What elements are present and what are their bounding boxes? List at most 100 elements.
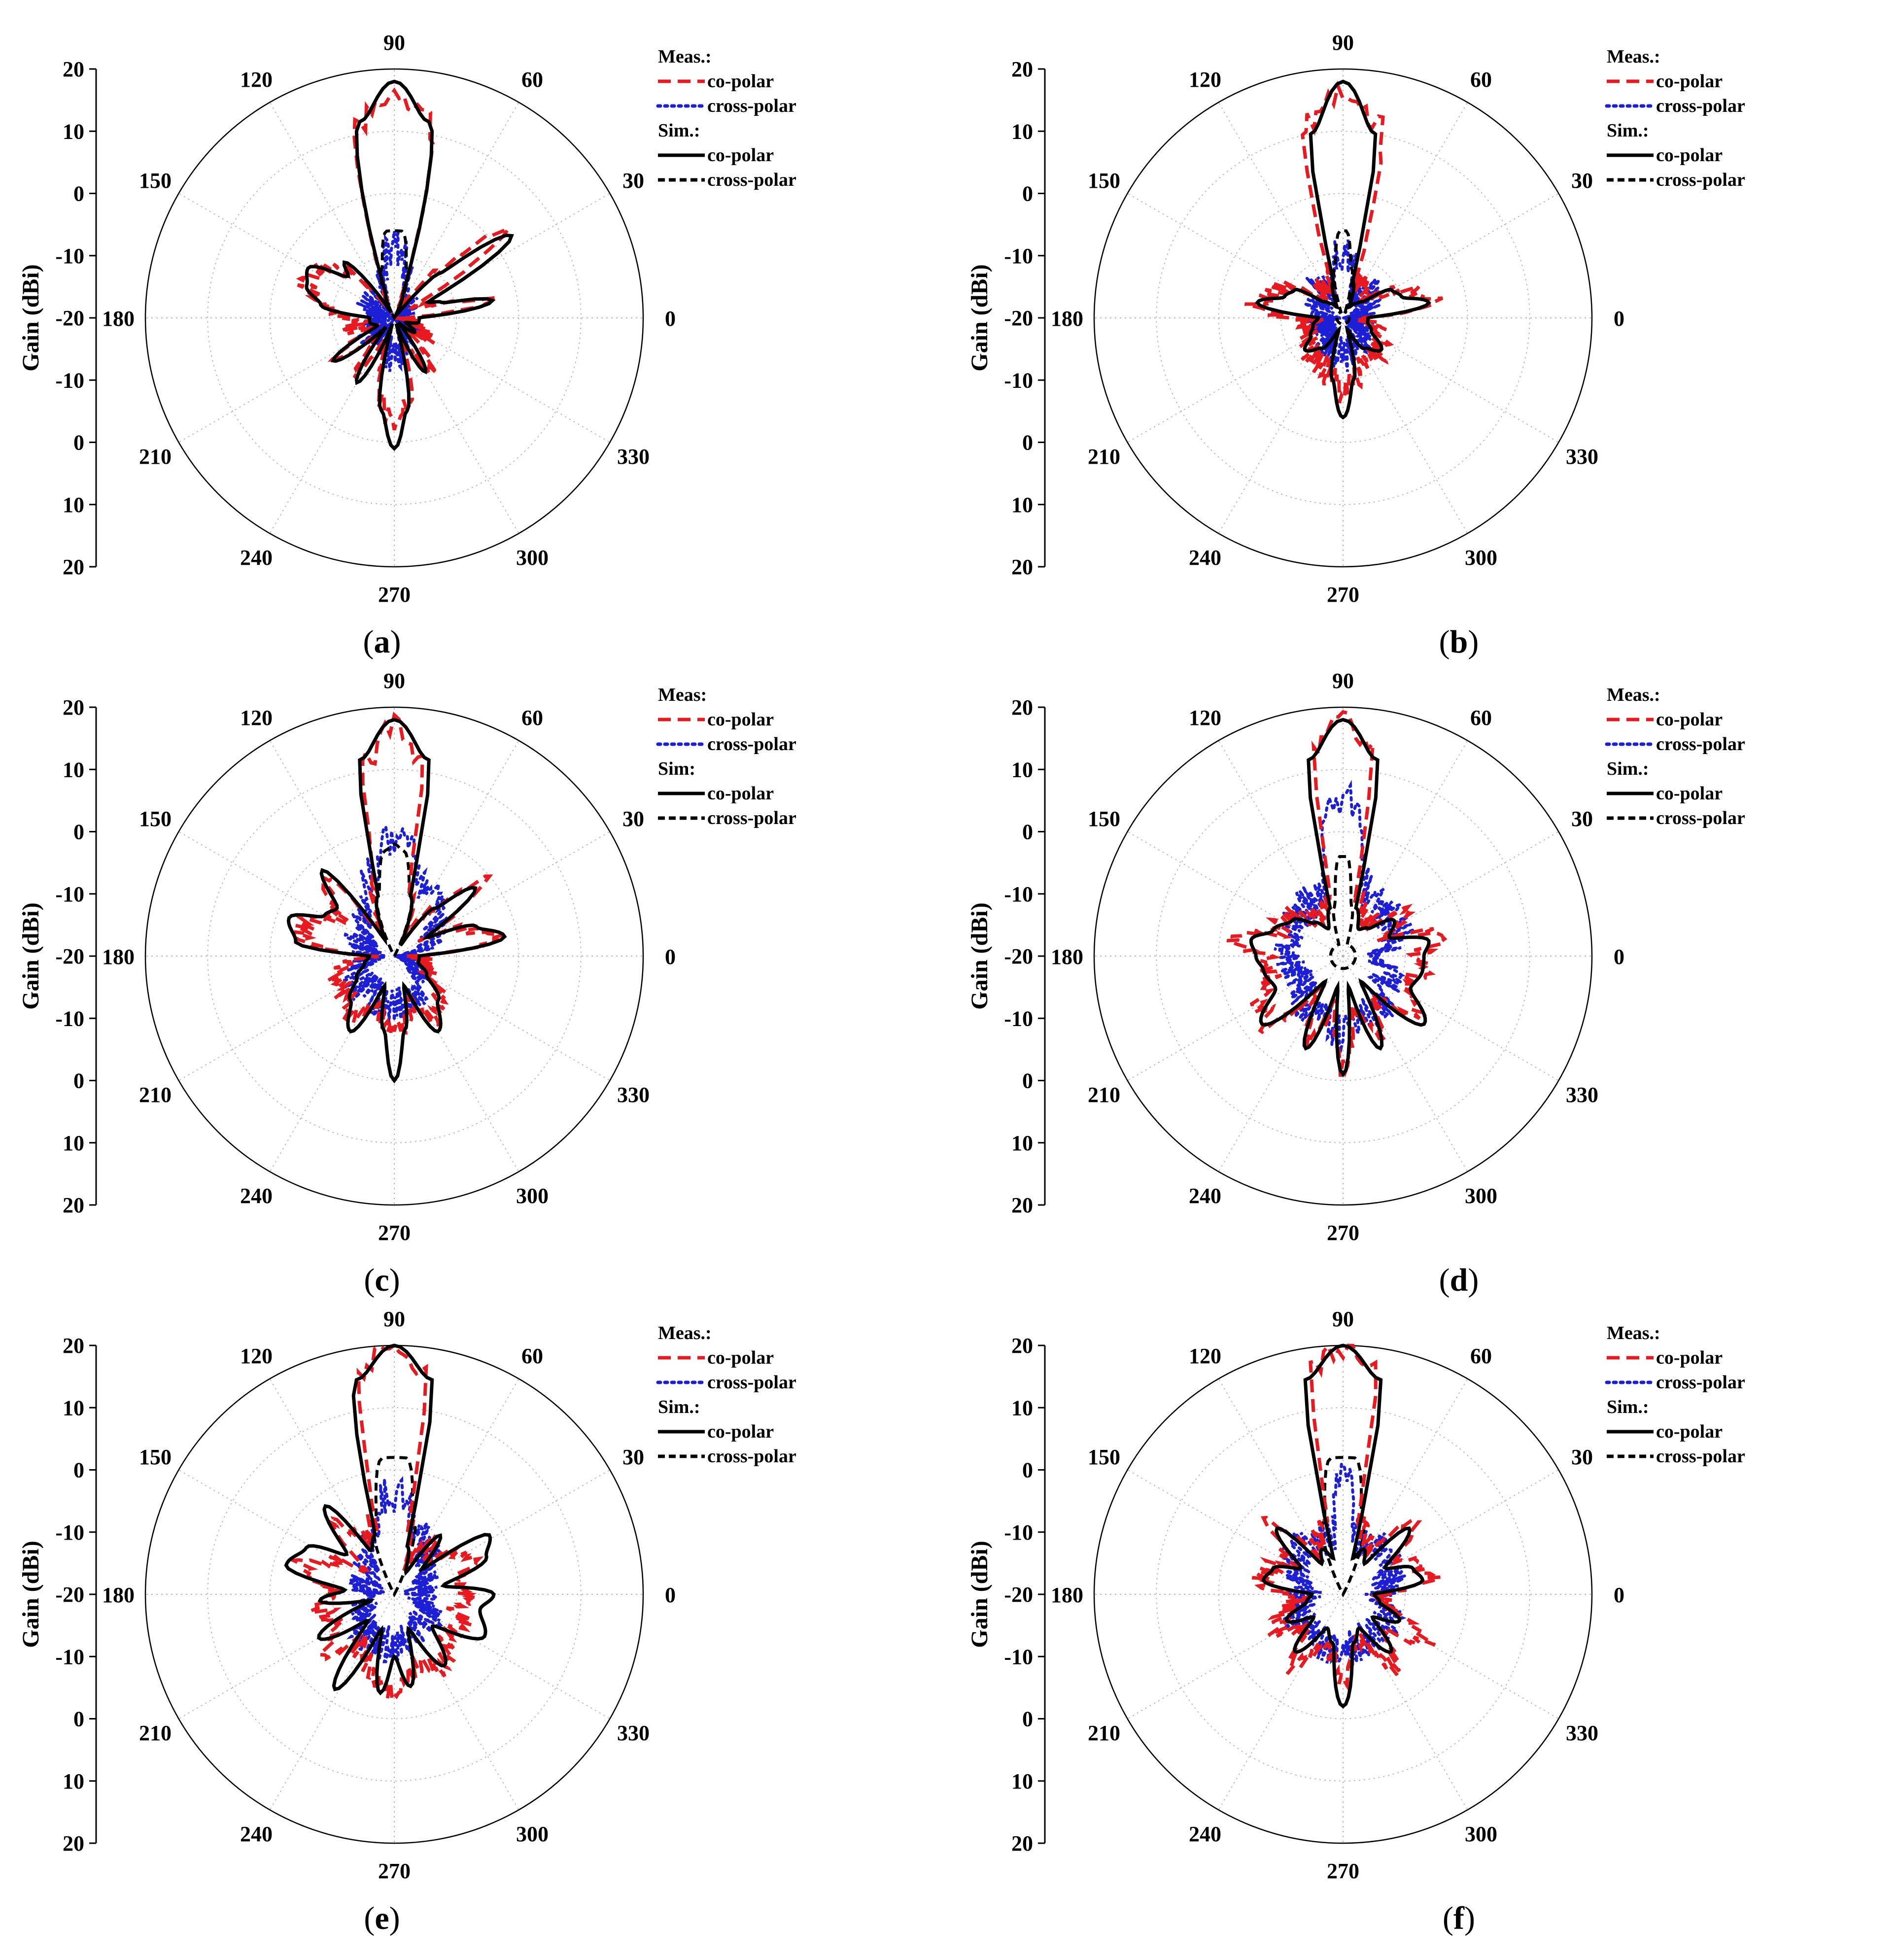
grid-spoke (1218, 956, 1344, 1172)
radial-tick-label: 20 (63, 1831, 84, 1856)
angle-tick-label: 90 (383, 1307, 405, 1331)
panel-f: 90 60 30 0 330 300 270 240 210 180 150 120 20 10 0 -10-… (949, 1306, 1898, 1944)
grid-spoke (394, 956, 610, 1081)
grid-spoke (1343, 1469, 1559, 1595)
radial-tick-label: -10 (1004, 244, 1033, 268)
grid-spoke (394, 1378, 519, 1595)
legend-meas-title: Meas.: (1607, 685, 1660, 705)
grid-spoke (1343, 193, 1559, 318)
radial-tick-label: 10 (63, 1131, 84, 1155)
grid-circle (1156, 1407, 1530, 1782)
radial-tick-label: -10 (1004, 1645, 1033, 1669)
grid-spoke (1218, 102, 1344, 318)
grid-spoke (394, 1594, 610, 1719)
radial-tick-label: -20 (1004, 306, 1033, 330)
angle-tick-label: 180 (1051, 307, 1083, 331)
panel-b: 90 60 30 0 330 300 270 240 210 180 150 120 20 10 0 -10-… (949, 30, 1898, 668)
radial-tick-label: -10 (1004, 882, 1033, 906)
angle-tick-label: 300 (1465, 1822, 1497, 1846)
series-sim-co-polar (1249, 718, 1431, 1078)
y-axis-label: Gain (dBi) (966, 264, 993, 371)
angle-tick-label: 0 (665, 945, 676, 969)
legend-meas-title: Meas: (658, 685, 707, 705)
angle-tick-label: 330 (617, 1083, 650, 1107)
legend-sim-co-label: co-polar (1656, 783, 1723, 804)
series-meas-co-polar (1244, 80, 1444, 404)
grid-circle (331, 255, 457, 381)
angle-tick-label: 120 (240, 706, 273, 730)
legend-meas-cross-label: cross-polar (707, 1372, 796, 1393)
radial-tick-label: -20 (55, 306, 84, 330)
grid-spoke (1127, 956, 1344, 1081)
legend-meas-title: Meas.: (1607, 1323, 1660, 1343)
angle-tick-label: 120 (1189, 1344, 1221, 1368)
radial-tick-label: -10 (55, 1006, 84, 1031)
grid-spoke (1343, 956, 1559, 1081)
legend-meas-co-label: co-polar (1656, 71, 1723, 92)
angle-tick-label: 60 (1470, 1344, 1492, 1368)
grid-circle (1093, 68, 1593, 568)
angle-tick-label: 30 (1571, 1445, 1593, 1469)
legend-meas-cross-label: cross-polar (707, 734, 796, 755)
legend-sim-cross-label: cross-polar (1656, 170, 1745, 190)
grid-spoke (1218, 1594, 1344, 1810)
angle-tick-label: 180 (1051, 945, 1083, 969)
grid-spoke (1127, 1469, 1344, 1595)
grid-spoke (394, 102, 519, 318)
radial-tick-label: 0 (1022, 182, 1033, 206)
radial-tick-label: 10 (63, 119, 84, 143)
series-meas-co-polar (1226, 710, 1448, 1078)
grid-circle (1280, 893, 1406, 1019)
angle-tick-label: 210 (139, 1721, 172, 1745)
angle-tick-label: 150 (139, 169, 172, 193)
angle-tick-label: 90 (1332, 31, 1354, 55)
angle-tick-label: 150 (1088, 1445, 1120, 1469)
grid-spoke (269, 102, 395, 318)
legend-meas-co-label: co-polar (1656, 1347, 1723, 1368)
radial-tick-label: 10 (1011, 493, 1033, 517)
angle-tick-label: 180 (102, 307, 135, 331)
panel-d: 90 60 30 0 330 300 270 240 210 180 150 120 20 10 0 -10-… (949, 668, 1898, 1306)
grid-circle (1280, 1531, 1406, 1657)
radial-tick-label: -10 (1004, 1520, 1033, 1545)
grid-spoke (269, 956, 395, 1172)
angle-tick-label: 300 (1465, 1184, 1497, 1208)
angle-tick-label: 60 (1470, 68, 1492, 92)
radial-tick-label: 10 (1011, 1396, 1033, 1420)
radial-tick-label: -10 (55, 244, 84, 268)
grid-spoke (269, 1378, 395, 1595)
grid-spoke (1127, 1594, 1344, 1719)
series-meas-cross-polar (341, 823, 450, 1023)
radial-tick-label: 10 (63, 493, 84, 517)
legend-meas-co-label: co-polar (707, 71, 774, 92)
legend-sim-co-label: co-polar (707, 783, 774, 804)
angle-tick-label: 270 (1327, 1859, 1359, 1883)
grid-spoke (394, 1594, 519, 1810)
series-sim-co-polar (305, 79, 514, 451)
radial-tick-label: -10 (55, 368, 84, 392)
legend-sim-title: Sim.: (1607, 1397, 1649, 1417)
radial-tick-label: -20 (55, 1582, 84, 1607)
legend-sim-cross-label: cross-polar (707, 170, 796, 190)
angle-tick-label: 120 (240, 68, 273, 92)
legend-meas-cross-label: cross-polar (1656, 734, 1745, 755)
legend-meas-cross-label: cross-polar (707, 96, 796, 116)
series-sim-co-polar (1261, 1343, 1425, 1709)
angle-tick-label: 180 (1051, 1583, 1083, 1607)
polar-chart-c: 906030033030027024021018015012020100-10-… (18, 669, 796, 1245)
grid-spoke (269, 740, 395, 957)
grid-circle (144, 68, 644, 568)
angle-tick-label: 150 (1088, 169, 1120, 193)
radial-tick-label: 0 (73, 431, 84, 455)
grid-circle (207, 1407, 582, 1782)
legend-meas-co-label: co-polar (1656, 709, 1723, 730)
grid-spoke (1343, 102, 1468, 318)
legend-sim-title: Sim.: (1607, 120, 1649, 141)
legend-meas-title: Meas.: (1607, 46, 1660, 67)
angle-tick-label: 150 (1088, 807, 1120, 831)
grid-spoke (1343, 317, 1468, 534)
legend-sim-cross-label: cross-polar (1656, 808, 1745, 828)
angle-tick-label: 30 (622, 1445, 644, 1469)
grid-spoke (178, 831, 395, 957)
